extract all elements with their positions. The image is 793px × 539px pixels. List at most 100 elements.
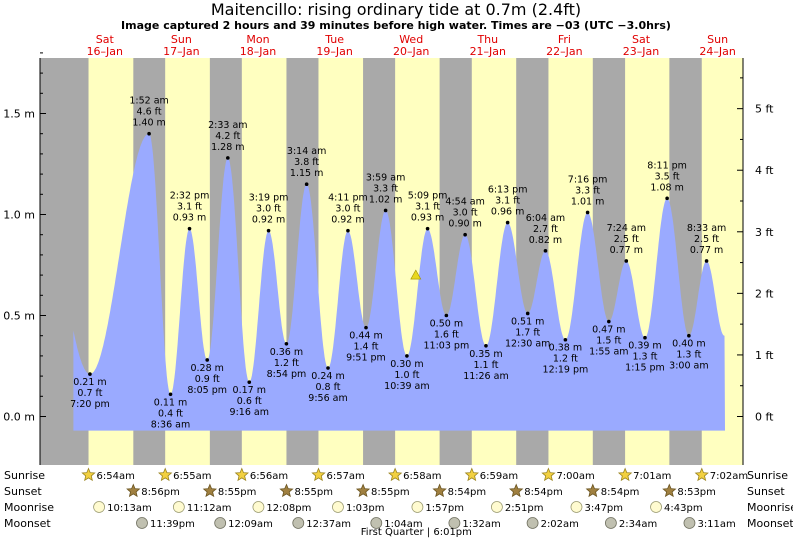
low-tide-label: 0.28 m [190, 363, 223, 374]
sunrise-time: 7:02am [710, 471, 748, 482]
low-tide-label: 10:39 am [384, 381, 429, 392]
high-tide-label: 8:11 pm [647, 160, 687, 171]
low-tide-point [405, 354, 409, 358]
low-tide-label: 9:56 am [308, 393, 347, 404]
low-tide-label: 1.5 ft [596, 336, 621, 347]
high-tide-point [463, 232, 467, 237]
low-tide-label: 0.7 ft [77, 388, 102, 399]
high-tide-label: 2:32 pm [170, 191, 210, 202]
high-tide-label: 0.82 m [529, 235, 562, 246]
high-tide-label: 3.1 ft [177, 202, 202, 213]
moonset-icon [214, 517, 227, 529]
low-tide-label: 0.39 m [628, 341, 661, 352]
moonrise-icon [332, 501, 344, 513]
low-tide-label: 0.47 m [592, 325, 625, 336]
low-tide-label: 1.6 ft [434, 330, 459, 341]
sunrise-icon [81, 467, 96, 482]
high-tide-label: 8:33 am [687, 223, 726, 234]
sunset-icon [126, 483, 141, 498]
moonrise-icon [411, 501, 424, 513]
low-tide-point [525, 311, 530, 316]
low-tide-point [687, 333, 691, 338]
low-tide-point [607, 319, 611, 324]
day-name-label: Wed [399, 33, 423, 46]
y-tick-label-ft: 1 ft [755, 349, 774, 362]
high-tide-point [187, 226, 192, 231]
sunrise-icon [617, 467, 633, 482]
high-tide-label: 0.90 m [448, 219, 481, 230]
high-tide-label: 1.01 m [571, 196, 604, 207]
sunrise-time: 7:01am [633, 471, 671, 482]
moonrise-icon [252, 501, 265, 513]
day-date-label: 23–Jan [623, 45, 659, 58]
high-tide-label: 3:59 am [366, 172, 405, 183]
high-tide-point [383, 208, 388, 213]
low-tide-label: 0.38 m [549, 343, 582, 354]
high-tide-label: 3.1 ft [415, 202, 440, 213]
sunset-icon [585, 483, 600, 498]
high-tide-label: 3.1 ft [495, 196, 520, 207]
high-tide-label: 0.92 m [252, 215, 285, 226]
moonrise-time: 2:51pm [505, 503, 544, 514]
low-tide-point [205, 358, 210, 362]
low-tide-label: 3:00 am [669, 361, 708, 372]
moonset-time: 12:37am [306, 519, 351, 530]
low-tide-label: 1:55 am [589, 347, 628, 358]
tide-curve [73, 133, 725, 431]
high-tide-point [665, 196, 669, 201]
high-tide-point [505, 220, 510, 225]
low-tide-point [444, 313, 449, 318]
day-name-label: Fri [558, 33, 571, 46]
sunrise-time: 6:57am [326, 471, 364, 482]
y-tick-label-ft: 0 ft [755, 411, 774, 424]
high-tide-label: 4.6 ft [137, 107, 162, 118]
sunset-time: 8:53pm [677, 487, 716, 498]
day-date-label: 20–Jan [393, 45, 429, 58]
low-tide-point [247, 380, 252, 384]
sunrise-icon [464, 467, 479, 482]
low-tide-label: 0.50 m [430, 319, 463, 330]
moonset-icon [526, 517, 539, 529]
moonrise-time: 10:13am [107, 503, 152, 514]
moonrise-icon [172, 501, 185, 513]
low-tide-label: 0.4 ft [158, 408, 183, 419]
high-tide-label: 4:11 pm [328, 193, 368, 204]
sunrise-time: 6:59am [480, 471, 518, 482]
day-name-label: Sun [707, 33, 728, 46]
moonrise-time: 1:03pm [346, 503, 385, 514]
low-tide-label: 1.2 ft [553, 354, 578, 365]
moonset-time: 1:04am [384, 519, 422, 530]
day-name-label: Sat [632, 33, 651, 46]
moonrise-time: 3:47pm [584, 503, 623, 514]
low-tide-point [284, 341, 289, 346]
low-tide-label: 0.8 ft [315, 382, 340, 393]
day-date-label: 19–Jan [316, 45, 352, 58]
low-tide-label: 0.6 ft [237, 396, 262, 407]
moonrise-time: 11:12am [187, 503, 232, 514]
high-tide-label: 3.8 ft [294, 157, 319, 168]
high-tide-label: 3.5 ft [655, 171, 680, 182]
high-tide-label: 1:52 am [129, 96, 168, 107]
low-tide-label: 11:03 pm [424, 341, 470, 352]
moonset-icon [136, 517, 148, 529]
y-tick-label-ft: 2 ft [755, 287, 774, 300]
sunset-icon [279, 483, 294, 498]
sunrise-icon [694, 467, 709, 482]
sunrise-icon [388, 467, 403, 482]
low-tide-label: 8:05 pm [187, 385, 227, 396]
sunset-time: 8:55pm [371, 487, 410, 498]
y-tick-label-m: 0.0 m [3, 411, 35, 424]
sunrise-icon [541, 467, 556, 482]
sunrise-time: 7:00am [556, 471, 594, 482]
high-tide-label: 3.0 ft [335, 204, 360, 215]
sunrise-time: 6:56am [250, 471, 288, 482]
day-labels: Sat16–JanSun17–JanMon18–JanTue19–JanWed2… [87, 33, 736, 58]
high-tide-label: 0.77 m [610, 245, 643, 256]
low-tide-label: 0.17 m [233, 385, 266, 396]
sunrise-icon [311, 467, 326, 482]
low-tide-label: 0.36 m [270, 347, 303, 358]
low-tide-label: 7:20 pm [70, 399, 110, 410]
y-tick-label-m: 1.0 m [3, 209, 35, 222]
high-tide-label: 0.92 m [331, 215, 364, 226]
